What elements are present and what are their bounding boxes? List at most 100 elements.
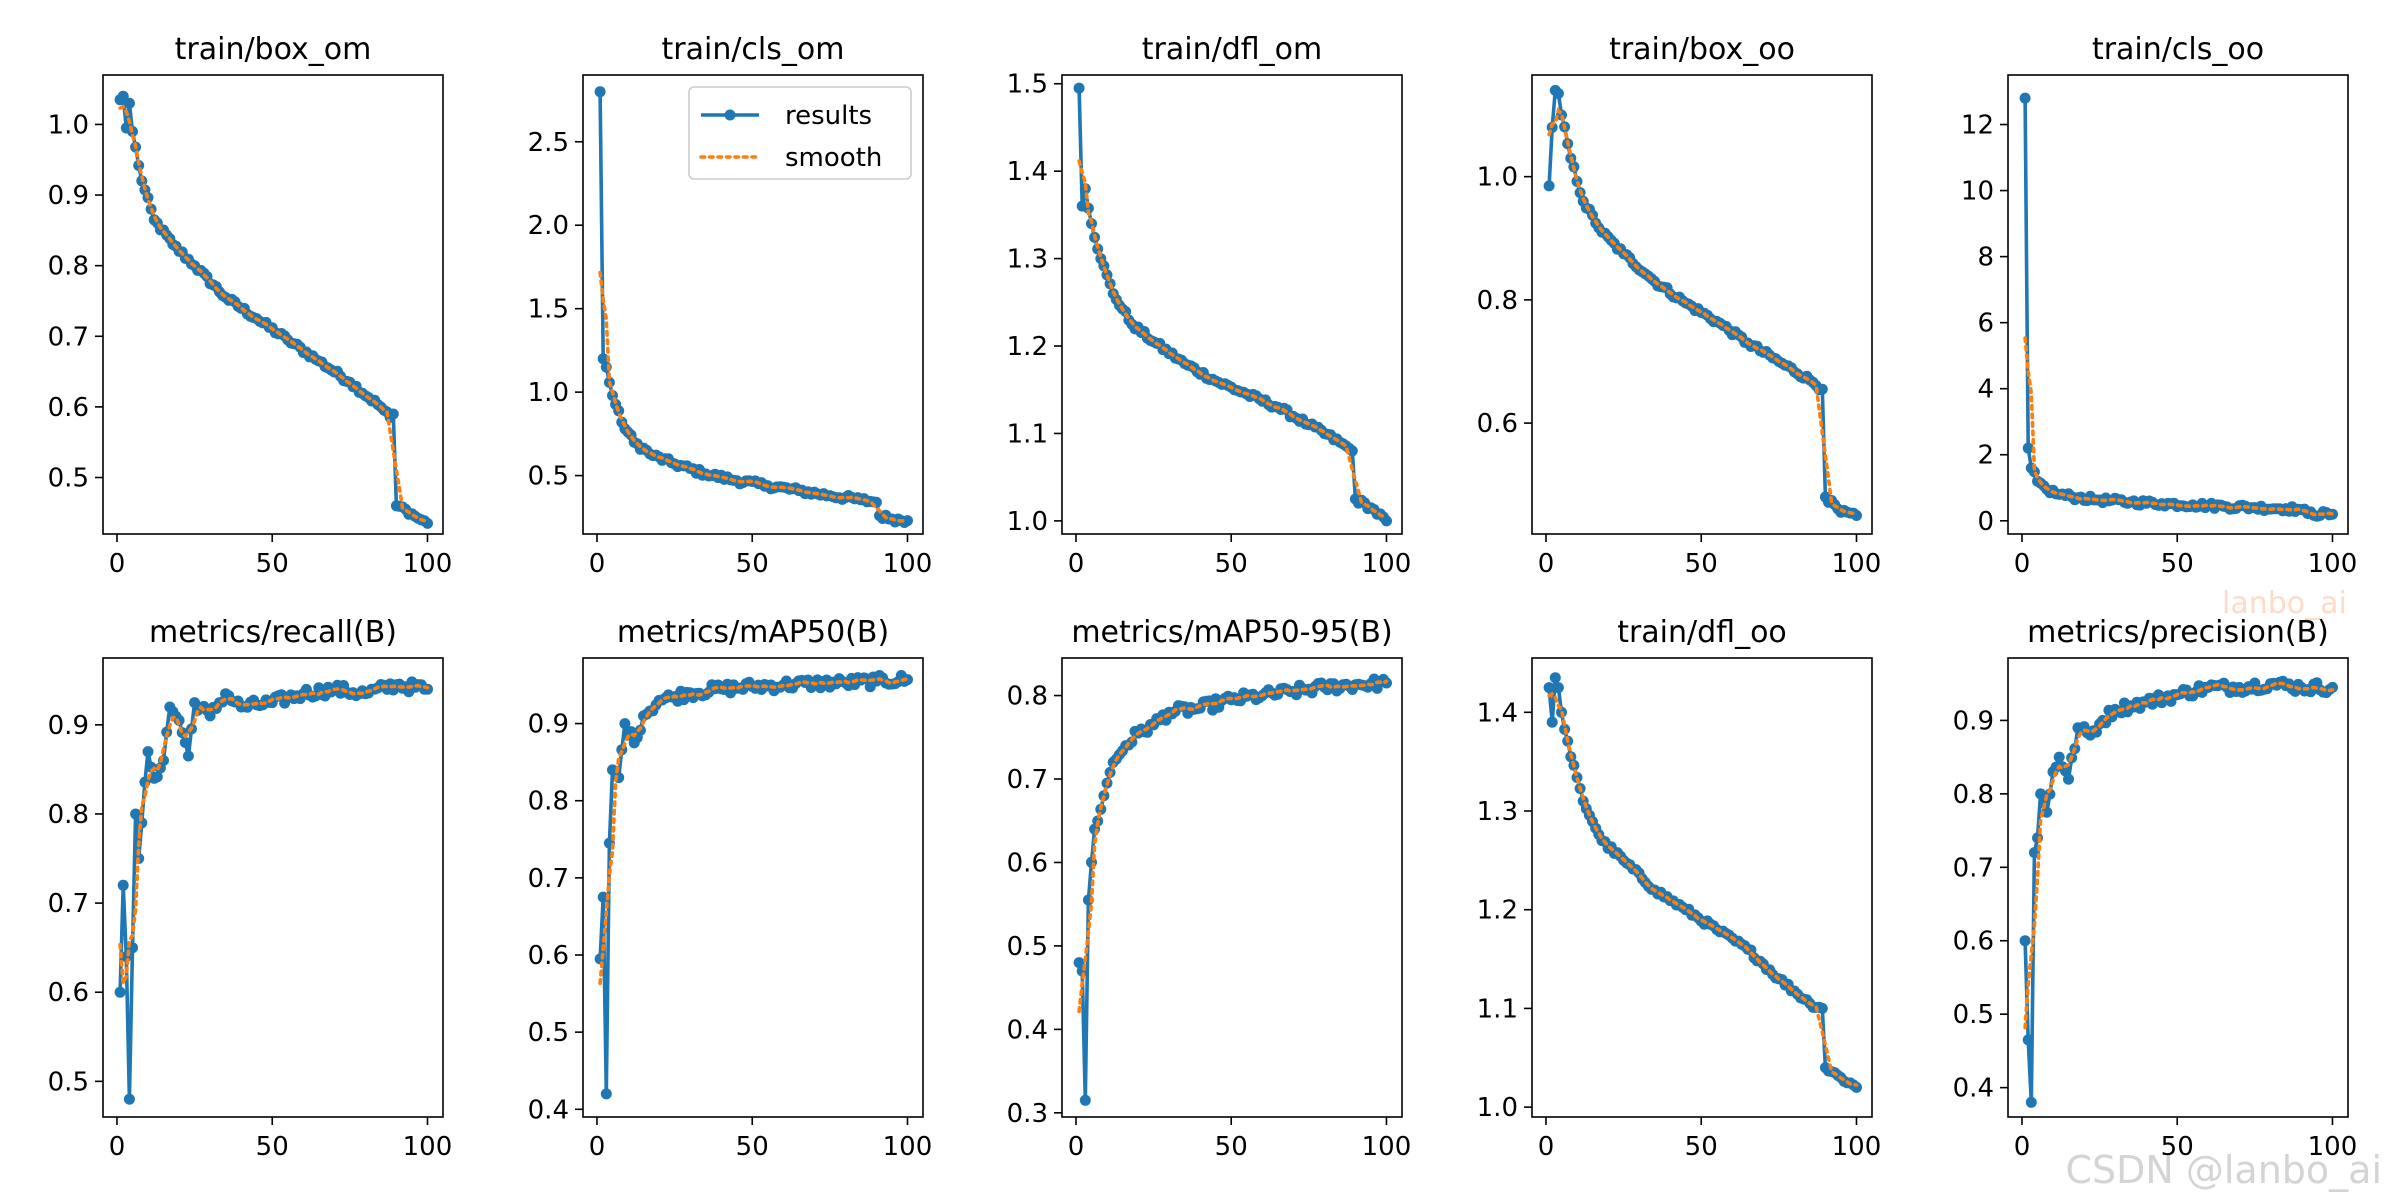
y-tick-label: 1.4 <box>1007 157 1048 187</box>
y-tick-label: 0.4 <box>1953 1074 1994 1104</box>
subplot-8: metrics/mAP50-95(B) 0 50 100 0.3 0.4 0.5 0.6 0.7… <box>1007 615 1412 1162</box>
y-tick-label: 0.9 <box>48 181 89 211</box>
y-tick-label: 0.4 <box>1007 1015 1048 1045</box>
results-point <box>1073 957 1085 969</box>
results-line <box>598 673 909 1096</box>
subplot-3: train/dfl_om 0 50 100 1.0 1.1 1.2 1.3 1.4 1.5 <box>1007 32 1412 579</box>
subplot-5: train/cls_oo 0 50 100 0 2 4 6 8 10 12 <box>1961 32 2357 579</box>
x-tick-label: 100 <box>1832 549 1882 579</box>
y-tick-label: 1.4 <box>1477 698 1518 728</box>
y-tick-label: 0.5 <box>48 1067 89 1097</box>
subplot-1: train/box_om 0 50 100 0.5 0.6 0.7 0.8 0.9 1.0 <box>48 32 453 579</box>
plot-frame <box>2007 657 2349 1118</box>
y-tick-label: 0.7 <box>1007 765 1048 795</box>
smooth-line <box>598 270 910 524</box>
x-tick-label: 0 <box>109 549 126 579</box>
watermark-small: lanbo_ai <box>2222 586 2347 621</box>
plot-frame <box>582 74 924 535</box>
y-tick-label: 2 <box>1977 441 1994 471</box>
y-tick-label: 0.7 <box>48 889 89 919</box>
y-tick-label: 1.1 <box>1477 994 1518 1024</box>
subplot-title: metrics/mAP50(B) <box>617 615 889 650</box>
x-tick-label: 100 <box>1832 1132 1882 1162</box>
legend-results-marker <box>724 109 736 121</box>
results-point <box>1549 672 1561 684</box>
x-tick-label: 0 <box>1538 549 1555 579</box>
y-tick-label: 2.5 <box>528 128 569 158</box>
results-point <box>597 891 609 903</box>
y-tick-label: 0.9 <box>1953 706 1994 736</box>
results-point <box>2053 751 2065 763</box>
x-tick-label: 100 <box>403 1132 453 1162</box>
results-point <box>2063 773 2074 785</box>
subplot-title: metrics/precision(B) <box>2027 615 2329 650</box>
x-tick-label: 50 <box>736 549 769 579</box>
y-tick-label: 1.5 <box>1007 70 1048 100</box>
subplot-title: train/cls_oo <box>2092 32 2264 67</box>
y-tick-label: 0.6 <box>1007 848 1048 878</box>
smooth-line <box>1077 679 1389 1014</box>
y-tick-label: 1.0 <box>1007 507 1048 537</box>
legend-results-label: results <box>785 101 872 131</box>
subplot-title: train/dfl_oo <box>1617 615 1787 650</box>
y-tick-label: 0.8 <box>528 787 569 817</box>
smooth-line <box>2023 681 2335 1030</box>
plot-frame <box>1061 74 1403 535</box>
smooth-line <box>118 683 430 985</box>
y-tick-label: 1.1 <box>1007 419 1048 449</box>
plot-frame <box>2007 74 2349 535</box>
y-tick-label: 0.6 <box>48 978 89 1008</box>
y-tick-label: 1.5 <box>528 295 569 325</box>
x-tick-label: 0 <box>1538 1132 1555 1162</box>
plot-frame <box>1531 74 1873 535</box>
x-tick-label: 50 <box>256 1132 289 1162</box>
x-tick-label: 100 <box>2308 1132 2358 1162</box>
results-point <box>117 879 129 891</box>
x-tick-label: 0 <box>1068 549 1085 579</box>
y-tick-label: 0.8 <box>1477 286 1518 316</box>
y-tick-label: 0.5 <box>528 1018 569 1048</box>
y-tick-label: 2.0 <box>528 211 569 241</box>
x-tick-label: 50 <box>736 1132 769 1162</box>
results-point <box>619 718 631 730</box>
y-tick-label: 6 <box>1977 309 1994 339</box>
smooth-line <box>1077 159 1389 519</box>
plot-frame <box>1061 657 1403 1118</box>
subplot-10: metrics/precision(B) 0 50 100 0.4 0.5 0.6 0.7 0.… <box>1953 615 2358 1162</box>
results-point <box>597 353 609 365</box>
results-point <box>2041 806 2053 818</box>
smooth-line <box>1547 106 1859 516</box>
y-tick-label: 8 <box>1977 243 1994 273</box>
results-point <box>1346 445 1358 457</box>
y-tick-label: 0.6 <box>528 941 569 971</box>
results-point <box>179 737 191 748</box>
x-tick-label: 100 <box>1362 1132 1412 1162</box>
y-tick-label: 4 <box>1977 375 1994 405</box>
smooth-line <box>1547 691 1859 1087</box>
legend-smooth-label: smooth <box>785 143 882 173</box>
results-point <box>1816 383 1828 395</box>
x-tick-label: 100 <box>2308 549 2358 579</box>
results-point <box>204 710 216 722</box>
results-point <box>2025 1096 2037 1108</box>
y-tick-label: 0.6 <box>1477 409 1518 439</box>
results-line <box>2023 98 2333 518</box>
subplot-title: train/box_oo <box>1609 32 1795 67</box>
results-point <box>1816 1002 1828 1014</box>
results-point <box>130 808 142 820</box>
y-tick-label: 0.8 <box>48 252 89 282</box>
results-point <box>142 746 154 758</box>
x-tick-label: 0 <box>1068 1132 1085 1162</box>
y-tick-label: 1.3 <box>1477 797 1518 827</box>
x-tick-label: 100 <box>883 1132 933 1162</box>
subplot-title: train/cls_om <box>662 32 845 67</box>
x-tick-label: 50 <box>2161 1132 2194 1162</box>
results-point <box>2019 935 2031 947</box>
y-tick-label: 0.4 <box>528 1095 569 1125</box>
y-tick-label: 1.0 <box>1477 1093 1518 1123</box>
results-point <box>114 986 126 998</box>
subplot-title: train/box_om <box>175 32 372 67</box>
subplot-6: metrics/recall(B) 0 50 100 0.5 0.6 0.7 0.8 0.9 <box>48 615 453 1162</box>
results-point <box>1082 202 1094 214</box>
